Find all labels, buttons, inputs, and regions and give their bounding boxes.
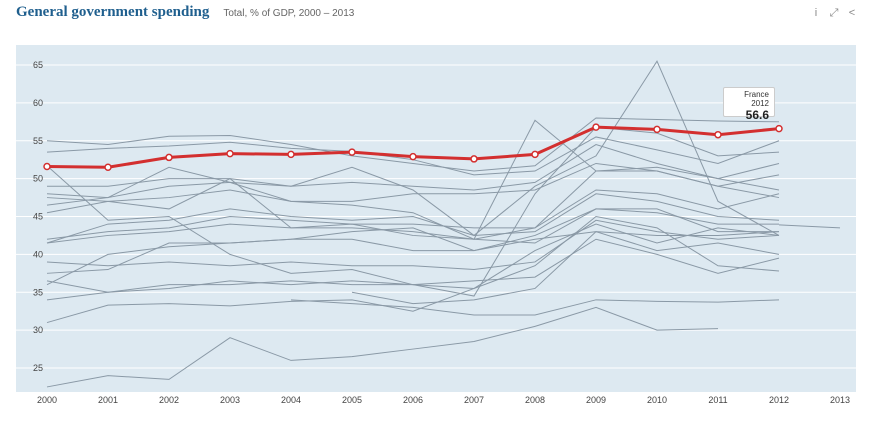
france-point bbox=[470, 155, 478, 163]
x-tick-label: 2010 bbox=[647, 395, 667, 405]
series-line bbox=[46, 223, 780, 324]
series-line bbox=[47, 60, 780, 237]
series-line bbox=[46, 219, 780, 271]
x-tick-label: 2006 bbox=[403, 395, 423, 405]
series-line bbox=[46, 215, 780, 293]
x-tick-label: 2005 bbox=[342, 395, 362, 405]
y-tick-label: 45 bbox=[33, 212, 43, 222]
y-tick-label: 40 bbox=[33, 249, 43, 259]
series-line bbox=[290, 299, 780, 316]
france-point bbox=[714, 130, 722, 139]
france-point bbox=[531, 150, 539, 159]
series-line bbox=[46, 208, 779, 286]
series-line bbox=[534, 306, 719, 331]
y-tick-label: 60 bbox=[33, 98, 43, 108]
x-tick-label: 2007 bbox=[464, 395, 484, 405]
france-point bbox=[165, 153, 173, 162]
france-point bbox=[409, 152, 417, 161]
x-tick-label: 2002 bbox=[159, 395, 179, 405]
share-icon[interactable]: < bbox=[848, 7, 856, 19]
y-tick-label: 55 bbox=[33, 136, 43, 146]
series-line bbox=[46, 117, 780, 172]
y-tick-label: 35 bbox=[33, 287, 43, 297]
x-tick-label: 2008 bbox=[525, 395, 545, 405]
y-tick-label: 30 bbox=[33, 325, 43, 335]
series-line bbox=[46, 119, 780, 240]
series-line bbox=[351, 231, 780, 305]
chart-header: General government spending Total, % of … bbox=[16, 4, 354, 21]
france-point bbox=[592, 123, 600, 131]
chart-subtitle: Total, % of GDP, 2000 – 2013 bbox=[223, 8, 355, 19]
x-tick-label: 2013 bbox=[830, 395, 850, 405]
series-line bbox=[778, 224, 841, 229]
x-tick-label: 2003 bbox=[220, 395, 240, 405]
x-tick-label: 2012 bbox=[769, 395, 789, 405]
france-point bbox=[653, 125, 661, 134]
x-tick-label: 2009 bbox=[586, 395, 606, 405]
info-icon[interactable]: i bbox=[814, 7, 818, 19]
tooltip-value: 56.6 bbox=[745, 108, 769, 122]
x-tick-label: 2004 bbox=[281, 395, 301, 405]
series-line bbox=[46, 143, 780, 206]
france-point bbox=[43, 162, 51, 171]
y-tick-label: 65 bbox=[33, 60, 43, 70]
y-tick-label: 50 bbox=[33, 174, 43, 184]
x-tick-label: 2000 bbox=[37, 395, 57, 405]
france-point bbox=[287, 150, 295, 159]
tooltip: France 2012 56.6 bbox=[723, 87, 775, 122]
france-point bbox=[348, 148, 356, 156]
france-point bbox=[226, 149, 234, 158]
series-line bbox=[46, 189, 780, 240]
series-line bbox=[46, 208, 779, 244]
chart-title: General government spending bbox=[16, 4, 210, 20]
series-line bbox=[46, 325, 536, 388]
y-tick-label: 25 bbox=[33, 363, 43, 373]
france-point bbox=[104, 163, 112, 172]
series-line bbox=[46, 227, 780, 274]
france-point bbox=[775, 124, 783, 133]
tooltip-label: France 2012 bbox=[744, 90, 769, 108]
series-line bbox=[46, 193, 780, 244]
chart-tools: i ⤢ < bbox=[810, 6, 858, 20]
series-line bbox=[46, 170, 780, 240]
x-tick-label: 2001 bbox=[98, 395, 118, 405]
x-tick-label: 2011 bbox=[708, 395, 727, 405]
expand-icon[interactable]: ⤢ bbox=[829, 7, 839, 19]
